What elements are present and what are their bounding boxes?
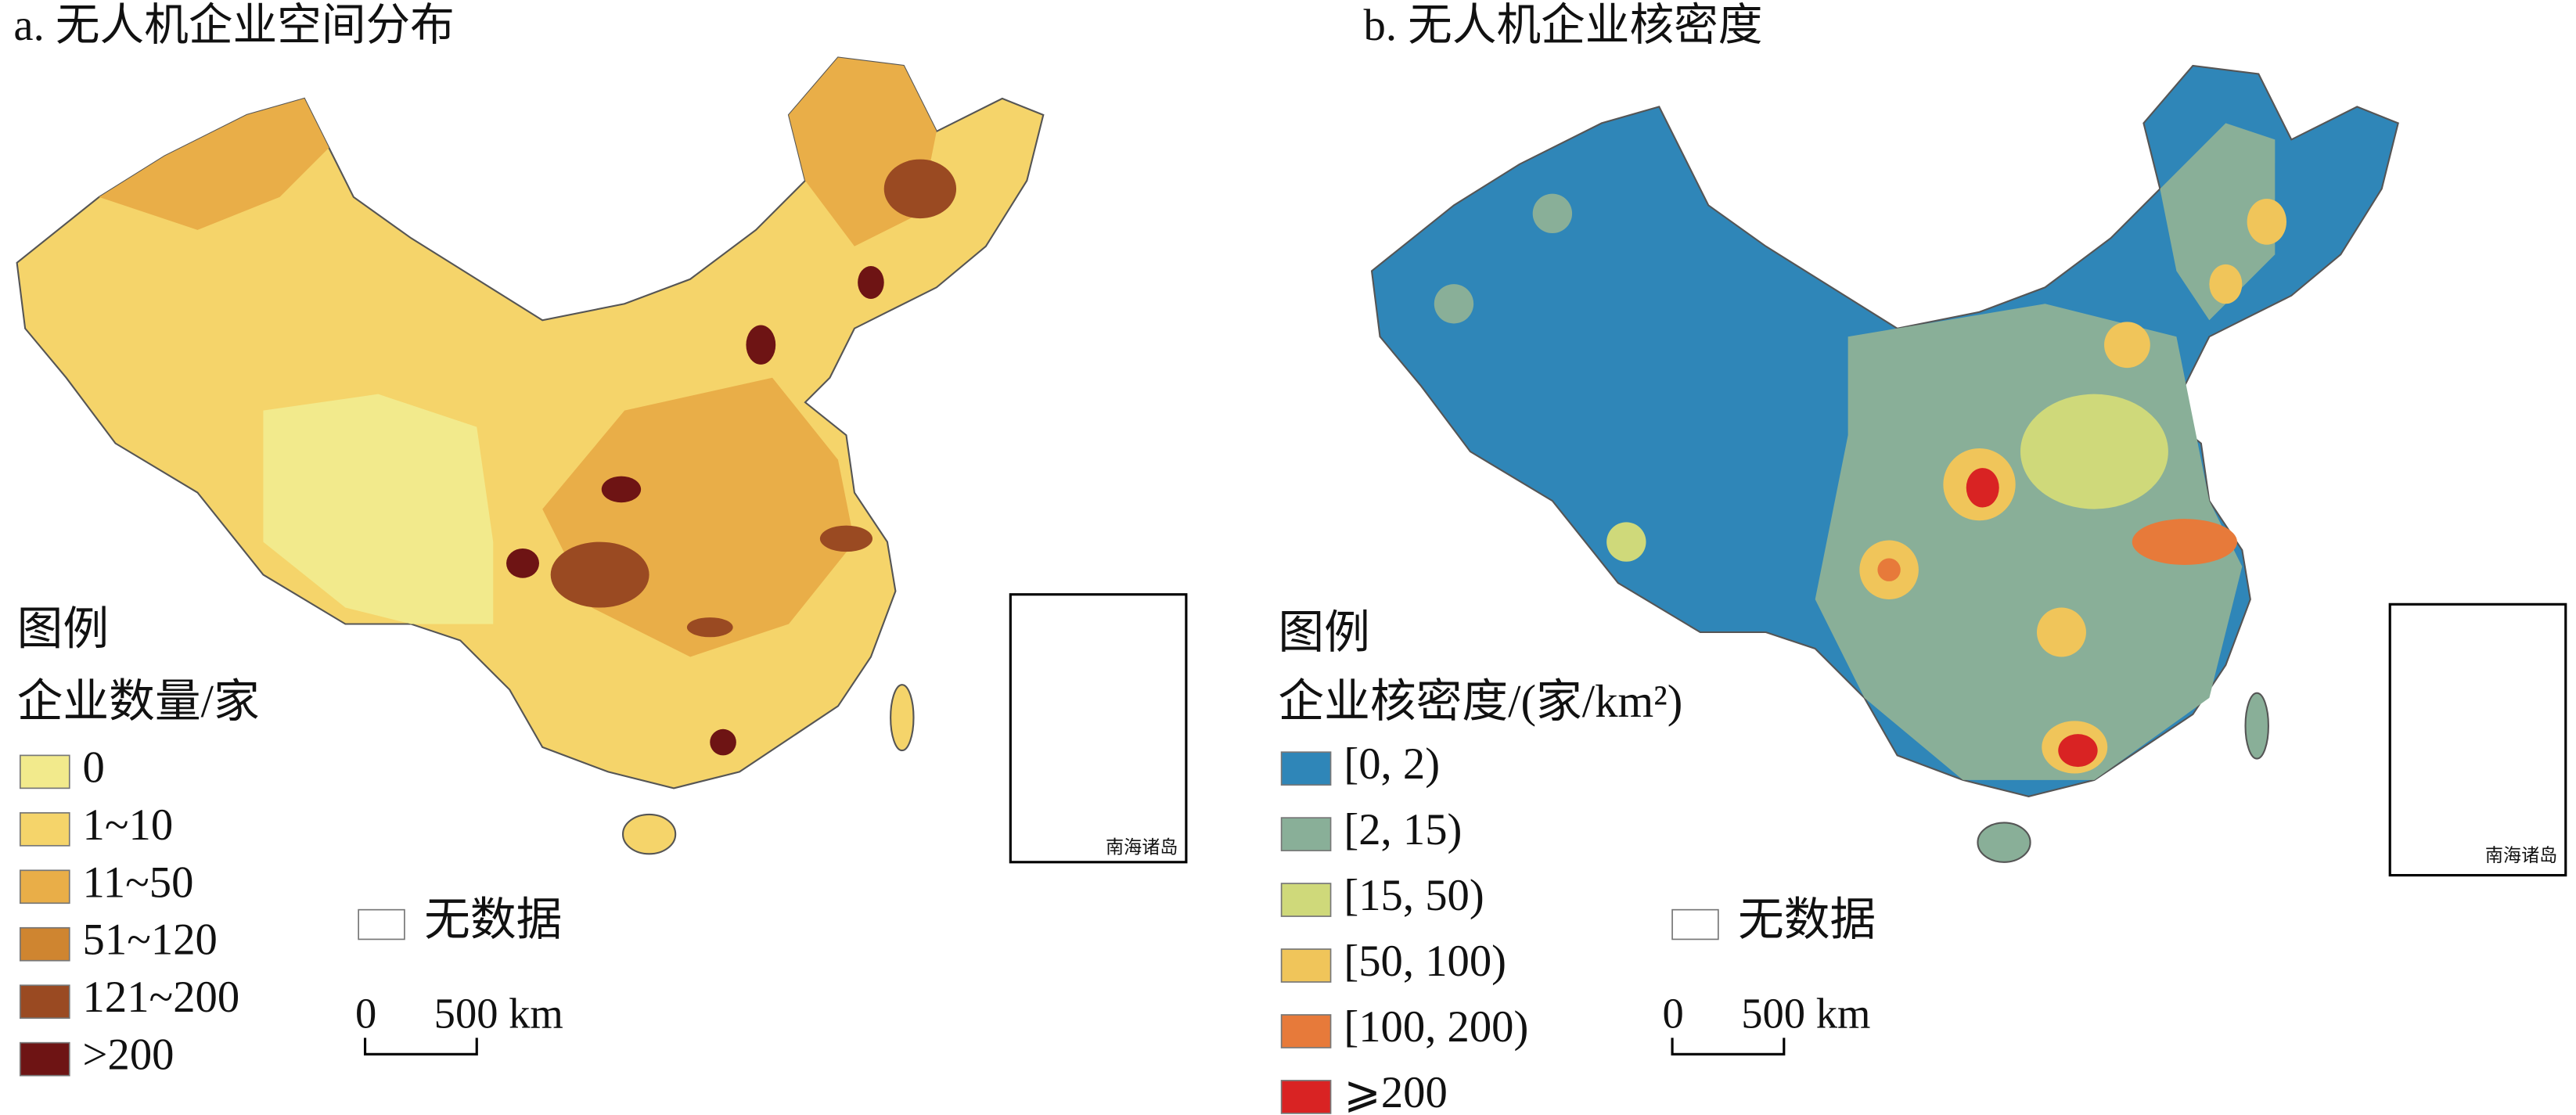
legend-swatch: [1280, 883, 1332, 917]
region: [550, 541, 649, 608]
scale-end: 500 km: [1741, 990, 1870, 1038]
region: [819, 525, 873, 552]
island: [2244, 692, 2269, 760]
density: [1606, 522, 1646, 562]
legend-label: >200: [83, 1031, 174, 1080]
region: [506, 548, 540, 578]
scale-start: 0: [1662, 990, 1683, 1038]
density: [2247, 198, 2286, 245]
legend-swatch: [19, 1041, 70, 1077]
no-data-label: 无数据: [424, 894, 562, 945]
legend-swatch: [1280, 948, 1332, 983]
density: [1966, 468, 1999, 508]
legend-swatch: [1280, 1014, 1332, 1048]
density: [2132, 519, 2238, 565]
panel-title: b. 无人机企业核密度: [1364, 2, 1763, 50]
legend-label: ⩾200: [1344, 1069, 1447, 1115]
legend-label: 121~200: [83, 973, 240, 1022]
legend-label: [2, 15): [1344, 806, 1462, 854]
legend-label: [15, 50): [1344, 872, 1484, 920]
inset-label: 南海诸岛: [1106, 836, 1178, 857]
legend-label: 51~120: [83, 916, 218, 965]
region: [883, 159, 957, 219]
legend-swatch: [19, 812, 70, 847]
no-data-swatch: [358, 908, 405, 941]
scale-start: 0: [355, 990, 376, 1038]
scale-bar: [363, 1038, 478, 1056]
inset-frame: [2388, 602, 2567, 877]
scale-end: 500 km: [434, 990, 563, 1038]
legend-swatch: [19, 926, 70, 962]
legend-label: 1~10: [83, 801, 174, 850]
region: [710, 728, 736, 756]
map-b: 南海诸岛: [1370, 64, 2567, 877]
region: [263, 394, 494, 624]
legend-label: [50, 100): [1344, 937, 1506, 986]
legend-label: [100, 200): [1344, 1003, 1528, 1052]
map-a: 南海诸岛: [16, 56, 1188, 864]
panel-title: a. 无人机企业空间分布: [13, 2, 454, 50]
island: [1977, 822, 2031, 863]
legend-label: [0, 2): [1344, 740, 1440, 789]
legend-swatch: [1280, 817, 1332, 851]
island: [621, 813, 677, 855]
region: [858, 265, 884, 299]
legend-label: 11~50: [83, 858, 194, 907]
legend-heading: 图例: [17, 604, 109, 655]
region: [99, 98, 329, 230]
region: [601, 476, 642, 503]
legend-label: 0: [83, 743, 105, 792]
legend-title: 企业核密度/(家/km²): [1278, 676, 1682, 727]
legend-swatch: [19, 984, 70, 1020]
density: [2020, 394, 2168, 509]
density: [1877, 558, 1901, 581]
density: [2209, 264, 2243, 304]
legend-heading: 图例: [1278, 607, 1370, 658]
no-data-label: 无数据: [1738, 894, 1876, 945]
region: [686, 617, 733, 638]
density: [1532, 193, 1573, 234]
density: [2104, 322, 2150, 369]
density: [2036, 607, 2086, 657]
scale-bar: [1671, 1038, 1786, 1056]
legend-swatch: [19, 754, 70, 789]
region: [2160, 123, 2276, 321]
legend-swatch: [1280, 751, 1332, 786]
legend-swatch: [19, 869, 70, 905]
density: [1434, 284, 1474, 324]
region: [746, 325, 776, 365]
no-data-swatch: [1671, 908, 1719, 941]
island: [890, 684, 915, 752]
legend-title: 企业数量/家: [17, 676, 260, 727]
inset-label: 南海诸岛: [2485, 845, 2557, 865]
legend-swatch: [1280, 1080, 1332, 1114]
density: [2058, 734, 2098, 768]
inset-frame: [1009, 593, 1188, 864]
